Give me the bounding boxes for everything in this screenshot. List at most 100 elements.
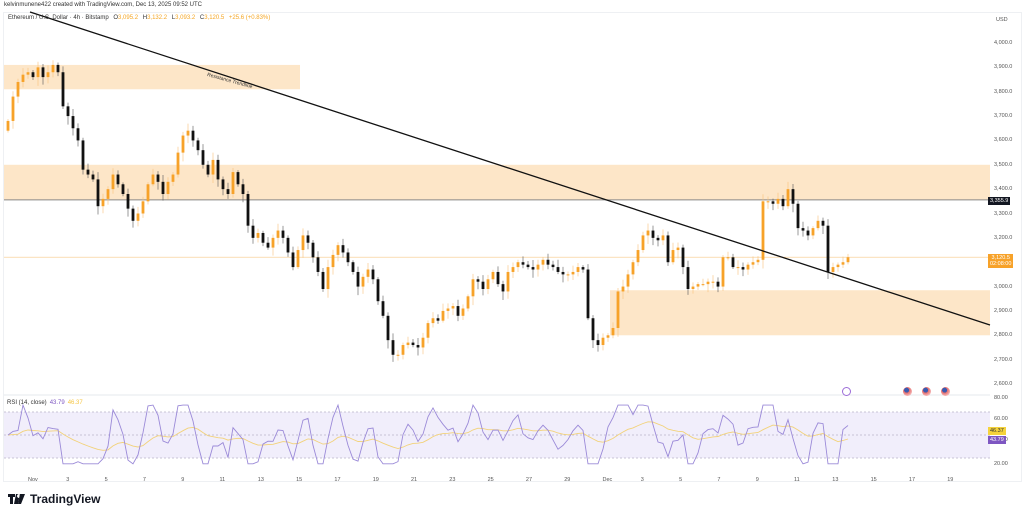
- candle: [426, 323, 430, 338]
- us-flag-event-icon[interactable]: [941, 387, 950, 396]
- candle: [771, 201, 775, 204]
- price-tick: 3,600.0: [994, 137, 1013, 144]
- candle: [791, 189, 795, 204]
- candle: [471, 279, 475, 297]
- candle: [506, 271, 510, 292]
- price-tick: 3,400.0: [994, 186, 1013, 193]
- candle: [421, 337, 425, 348]
- candle: [116, 174, 120, 185]
- rsi-ma-tag: 46.37: [988, 427, 1006, 435]
- candle: [126, 194, 130, 209]
- candle: [451, 306, 455, 309]
- candle: [601, 337, 605, 346]
- candle: [181, 135, 185, 153]
- time-tick: 3: [640, 477, 644, 483]
- candle: [521, 262, 525, 265]
- candle: [236, 172, 240, 185]
- candle: [36, 67, 40, 78]
- rsi-value-tag: 43.79: [988, 436, 1006, 444]
- candle: [616, 291, 620, 328]
- candle: [466, 296, 470, 309]
- candle: [371, 269, 375, 280]
- demand-zone[interactable]: [610, 290, 990, 336]
- rsi-tick: 60.00: [994, 416, 1008, 422]
- rsi-title: RSI (14, close): [7, 400, 47, 406]
- candle: [6, 120, 10, 131]
- candle: [481, 281, 485, 290]
- candle: [361, 276, 365, 287]
- candle: [781, 198, 785, 207]
- candle: [246, 194, 250, 226]
- candle: [811, 228, 815, 236]
- candle: [846, 257, 850, 263]
- candle: [146, 184, 150, 202]
- candle: [806, 230, 810, 236]
- price-tick: 4,000.0: [994, 40, 1013, 46]
- candle: [606, 335, 610, 338]
- price-tick: 3,700.0: [994, 113, 1013, 120]
- dividend-event-icon[interactable]: [842, 387, 851, 396]
- price-tick: 3,800.0: [994, 88, 1013, 95]
- candle: [511, 267, 515, 272]
- candle: [821, 220, 825, 226]
- candle: [726, 257, 730, 259]
- candle: [411, 342, 415, 346]
- candle: [681, 247, 685, 268]
- candle: [646, 230, 650, 236]
- time-tick: 13: [832, 477, 839, 483]
- candle: [456, 306, 460, 316]
- candle: [341, 245, 345, 253]
- us-flag-event-icon[interactable]: [903, 387, 912, 396]
- candle: [301, 235, 305, 251]
- time-tick: 27: [525, 477, 533, 483]
- bar-countdown: 02:08:00: [990, 261, 1012, 267]
- candle: [321, 271, 325, 290]
- high-label: H: [142, 15, 148, 21]
- candle: [276, 230, 280, 238]
- candle: [376, 279, 380, 302]
- candle: [816, 220, 820, 229]
- candle: [101, 198, 105, 207]
- candle: [721, 257, 725, 287]
- us-flag-event-icon[interactable]: [922, 387, 931, 396]
- candle: [106, 189, 110, 199]
- time-tick: 15: [870, 477, 877, 483]
- candle: [336, 245, 340, 255]
- candle: [761, 201, 765, 260]
- candle: [516, 262, 520, 268]
- candle: [526, 264, 530, 268]
- candle: [71, 116, 75, 129]
- candle: [131, 208, 135, 221]
- candle: [51, 64, 55, 73]
- candle: [251, 225, 255, 238]
- candle: [446, 308, 450, 311]
- time-tick: 11: [794, 477, 800, 483]
- time-tick: 19: [947, 477, 954, 483]
- candle: [631, 262, 635, 275]
- price-tick: 3,200.0: [994, 234, 1013, 241]
- candle: [561, 271, 565, 275]
- symbol-legend: Ethereum / U.S. Dollar · 4h · Bitstamp O…: [8, 15, 270, 21]
- candle: [571, 271, 575, 275]
- candle: [636, 250, 640, 263]
- candle: [366, 269, 370, 277]
- tradingview-logo[interactable]: TradingView: [8, 492, 100, 506]
- candle: [396, 354, 400, 356]
- time-tick: 9: [755, 477, 759, 483]
- candle: [306, 235, 310, 243]
- resistance-trendline[interactable]: [29, 11, 991, 326]
- chart-credit: kelvinmunene422 created with TradingView…: [4, 2, 203, 8]
- candle: [441, 310, 445, 321]
- candle: [156, 174, 160, 182]
- currency-label: USD: [996, 17, 1008, 23]
- candle: [701, 284, 705, 286]
- candle: [841, 262, 845, 265]
- candle: [536, 264, 540, 270]
- rsi-tick: 80.00: [994, 395, 1008, 401]
- candle: [226, 189, 230, 195]
- candle: [16, 81, 20, 97]
- time-tick: 23: [449, 477, 456, 483]
- candle: [286, 237, 290, 253]
- candle: [591, 318, 595, 341]
